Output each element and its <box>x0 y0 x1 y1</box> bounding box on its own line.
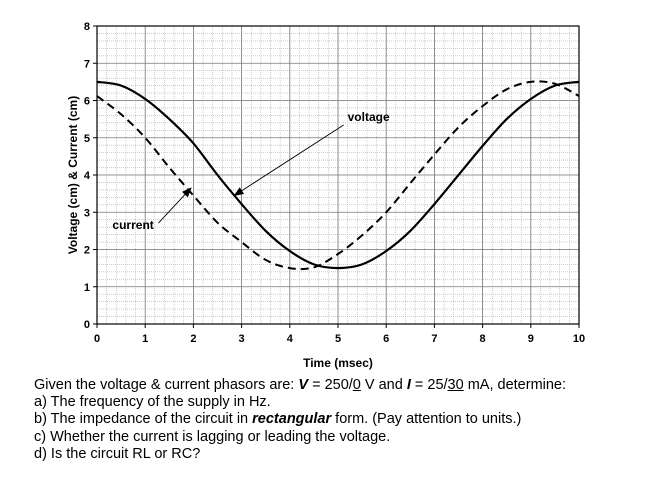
y-tick-label: 8 <box>84 21 90 33</box>
x-axis-label: Time (msec) <box>303 356 373 370</box>
y-tick-label: 3 <box>84 207 90 219</box>
annotation-voltage: voltage <box>348 110 390 124</box>
x-tick-label: 6 <box>383 333 389 345</box>
x-tick-label: 8 <box>480 333 486 345</box>
question-intro: Given the voltage & current phasors are:… <box>34 377 567 393</box>
x-tick-label: 9 <box>528 333 534 345</box>
voltage-angle: 0 <box>352 377 361 393</box>
x-tick-label: 0 <box>94 333 100 345</box>
x-tick-label: 10 <box>573 333 585 345</box>
x-tick-label: 1 <box>142 333 148 345</box>
voltage-line <box>96 80 580 270</box>
question-b: b) The impedance of the circuit in recta… <box>34 411 522 428</box>
question-a: a) The frequency of the supply in Hz. <box>34 394 271 411</box>
x-tick-label: 3 <box>239 333 245 345</box>
y-tick-label: 5 <box>84 133 90 145</box>
y-tick-label: 7 <box>84 58 90 70</box>
voltage-symbol: V <box>298 377 309 393</box>
x-tick-label: 4 <box>287 333 294 345</box>
y-tick-label: 0 <box>84 319 90 331</box>
x-tick-label: 7 <box>431 333 437 345</box>
annotation-arrow-voltage <box>233 124 344 197</box>
x-tick-label: 2 <box>190 333 196 345</box>
current-line <box>96 80 580 271</box>
y-axis-ticks: 0 1 2 3 4 5 6 7 8 <box>84 21 97 331</box>
question-d: d) Is the circuit RL or RC? <box>34 445 201 462</box>
y-axis-label: Voltage (cm) & Current (cm) <box>66 96 80 254</box>
question-c: c) Whether the current is lagging or lea… <box>34 428 391 445</box>
x-tick-label: 5 <box>335 333 341 345</box>
current-angle: 30 <box>447 377 464 393</box>
annotation-current: current <box>112 218 153 232</box>
y-tick-label: 6 <box>84 96 90 108</box>
y-tick-label: 1 <box>84 282 90 294</box>
question-text: Given the voltage & current phasors are:… <box>34 377 644 463</box>
x-axis-ticks: 0 1 2 3 4 5 6 7 8 9 10 <box>94 324 585 345</box>
chart: 0 1 2 3 4 5 6 7 8 0 1 2 3 4 5 6 7 8 9 10 voltage current Ti… <box>66 21 585 370</box>
annotation-arrow-current <box>158 187 192 224</box>
y-tick-label: 2 <box>84 245 90 257</box>
current-symbol: I <box>406 377 411 393</box>
y-tick-label: 4 <box>84 170 91 182</box>
annotations: voltage current <box>112 110 390 232</box>
